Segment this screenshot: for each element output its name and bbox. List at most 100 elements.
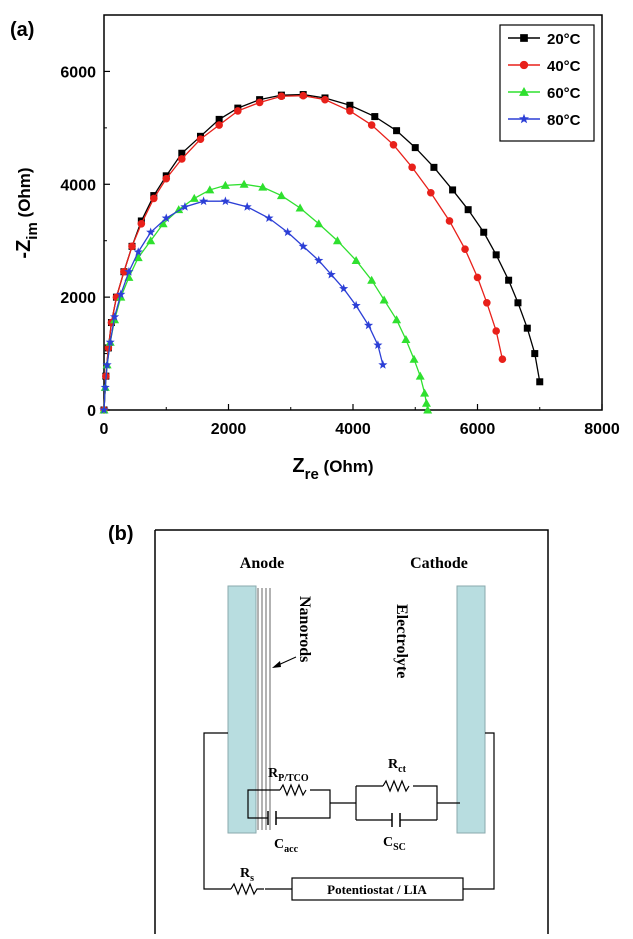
r-ptco-label: RP/TCO xyxy=(268,766,309,784)
x-tick-label: 0 xyxy=(100,421,109,438)
series-3 xyxy=(99,196,388,414)
diagram-frame xyxy=(154,529,549,934)
data-point xyxy=(128,242,136,251)
data-point xyxy=(196,135,205,143)
data-point xyxy=(401,334,411,343)
anode-electrode xyxy=(227,585,257,834)
data-point xyxy=(295,203,305,212)
legend-marker xyxy=(519,87,529,96)
series-line xyxy=(103,183,429,411)
y-tick-label: 6000 xyxy=(60,64,96,81)
y-tick-label: 4000 xyxy=(60,177,96,194)
series-1 xyxy=(100,91,507,414)
panel-b-diagram: (b) Anode Cathode Nanorods Electrolyte xyxy=(108,523,549,934)
legend-box xyxy=(499,24,595,142)
data-point xyxy=(423,405,433,414)
data-point xyxy=(531,350,539,358)
data-point xyxy=(277,92,286,101)
data-point xyxy=(427,188,435,197)
data-point xyxy=(483,298,491,307)
data-point xyxy=(314,219,324,228)
data-point xyxy=(102,360,112,369)
data-point xyxy=(133,247,143,256)
x-axis-label: Zre (Ohm) xyxy=(292,455,373,483)
data-point xyxy=(189,193,199,202)
legend-item: 40°C xyxy=(508,58,581,75)
data-point xyxy=(99,405,109,414)
data-point xyxy=(215,115,223,123)
capacitor-acc xyxy=(267,811,277,825)
series-layer xyxy=(99,91,544,414)
data-point xyxy=(514,299,522,307)
data-point xyxy=(110,312,120,321)
data-point xyxy=(430,163,438,171)
data-point xyxy=(276,191,286,200)
data-point xyxy=(393,127,401,135)
data-point xyxy=(124,266,134,276)
legend-marker xyxy=(519,60,529,70)
x-tick-label: 6000 xyxy=(460,421,496,438)
data-point xyxy=(116,289,126,299)
data-point xyxy=(180,202,190,211)
data-point xyxy=(339,283,349,293)
cathode-label: Cathode xyxy=(410,555,468,572)
data-point xyxy=(523,324,531,332)
data-point xyxy=(411,144,419,152)
data-point xyxy=(373,340,383,349)
panel-a-chart: (a) 0 2000 4000 6000 8000 0 2000 4000 6000 Zre … xyxy=(10,14,620,483)
data-point xyxy=(146,227,156,237)
electrolyte-label: Electrolyte xyxy=(393,604,410,678)
legend-label: 80°C xyxy=(547,112,581,129)
data-point xyxy=(473,273,482,282)
panel-b-label: (b) xyxy=(108,523,134,545)
y-tick-label: 2000 xyxy=(60,290,96,307)
data-point xyxy=(264,213,274,223)
data-point xyxy=(215,121,223,129)
data-point xyxy=(283,227,293,237)
legend-label: 20°C xyxy=(547,31,581,48)
data-point xyxy=(105,337,115,347)
data-point xyxy=(389,140,398,149)
x-tick-label: 4000 xyxy=(335,421,371,438)
series-line xyxy=(103,93,541,411)
data-point xyxy=(346,101,354,109)
c-sc-label: CSC xyxy=(383,835,406,853)
y-axis-label: -Zim (Ohm) xyxy=(13,167,41,258)
x-axis-ticks: 0 2000 4000 6000 8000 xyxy=(100,404,620,438)
data-point xyxy=(205,185,215,194)
data-point xyxy=(162,174,171,183)
data-point xyxy=(314,255,324,265)
data-point xyxy=(351,300,361,310)
data-point xyxy=(220,180,230,189)
cathode-electrode xyxy=(456,585,486,834)
data-point xyxy=(449,186,457,194)
nanorods-arrowhead xyxy=(272,661,281,668)
data-point xyxy=(146,236,156,245)
data-point xyxy=(174,205,184,214)
data-point xyxy=(351,255,361,264)
series-2 xyxy=(99,179,433,414)
resistor-p-tco xyxy=(279,783,307,797)
data-point xyxy=(492,251,500,259)
data-point xyxy=(178,155,186,163)
data-point xyxy=(498,355,507,364)
data-point xyxy=(299,91,308,100)
legend-item: 80°C xyxy=(508,112,581,129)
data-point xyxy=(150,194,158,203)
legend-items: 20°C 40°C 60°C 80°C xyxy=(508,31,581,129)
data-point xyxy=(409,354,419,363)
data-point xyxy=(158,219,168,228)
data-point xyxy=(464,206,472,214)
data-point xyxy=(371,113,379,121)
legend-marker xyxy=(518,113,530,124)
x-tick-label: 2000 xyxy=(211,421,247,438)
data-point xyxy=(480,228,488,236)
legend: 20°C 40°C 60°C 80°C xyxy=(499,24,595,142)
c-acc-label: Cacc xyxy=(274,837,299,855)
legend-label: 40°C xyxy=(547,58,581,75)
r-ct-label: Rct xyxy=(388,757,407,775)
legend-item: 20°C xyxy=(508,31,581,48)
data-point xyxy=(536,378,544,386)
legend-item: 60°C xyxy=(508,85,581,102)
data-point xyxy=(332,236,342,245)
